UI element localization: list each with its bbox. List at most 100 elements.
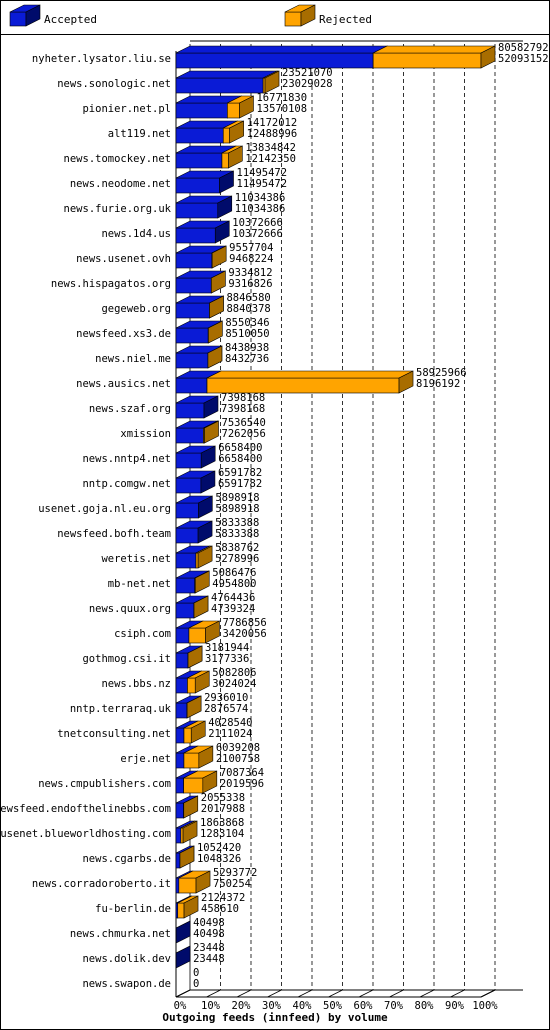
legend-rejected-swatch-side — [300, 4, 316, 27]
x-tick-mark-10 — [206, 989, 221, 998]
bar-rejected-21-side — [194, 570, 210, 594]
bar-rejected-10-side — [209, 295, 224, 319]
value-accepted-label-34: 458610 — [201, 903, 239, 915]
value-accepted-label-4: 12142350 — [245, 153, 296, 165]
category-label-33: news.corradoroberto.it — [32, 878, 171, 890]
category-label-26: nntp.terraraq.uk — [70, 703, 172, 715]
x-tick-mark-70 — [389, 989, 404, 998]
value-total-label-13: 58925966 — [416, 367, 467, 379]
x-tick-label-60: 60% — [354, 1000, 374, 1012]
value-accepted-label-21: 4954800 — [212, 578, 256, 590]
x-tick-label-100: 100% — [472, 1000, 498, 1012]
bar-rejected-27-front — [183, 727, 192, 744]
bar-rejected-11-side — [208, 320, 223, 344]
value-total-label-0: 80582792 — [498, 42, 549, 54]
bar-rejected-23-front — [188, 627, 206, 644]
value-total-label-17: 6591782 — [218, 467, 262, 479]
legend-rejected-swatch-front — [284, 11, 302, 27]
x-tick-label-0: 0% — [174, 1000, 187, 1012]
value-total-label-6: 11034386 — [235, 192, 286, 204]
x-tick-mark-0 — [175, 989, 191, 998]
bar-rejected-26-side — [186, 695, 202, 719]
value-accepted-label-17: 6591782 — [218, 478, 262, 490]
bar-rejected-24-side — [187, 645, 203, 669]
bar-rejected-29-side — [202, 770, 218, 794]
bar-accepted-15-front — [175, 427, 204, 444]
bar-rejected-33-side — [195, 870, 211, 894]
value-total-label-35: 40498 — [193, 917, 225, 929]
bar-accepted-24-front — [175, 652, 189, 669]
bar-rejected-4-side — [228, 145, 243, 169]
bar-accepted-26-front — [175, 702, 188, 719]
category-label-5: news.neodome.net — [70, 178, 171, 190]
value-accepted-label-2: 13570108 — [256, 103, 307, 115]
value-accepted-label-13: 8196192 — [416, 378, 460, 390]
category-label-1: news.sonologic.net — [57, 78, 171, 90]
bar-accepted-9-front — [175, 277, 212, 294]
category-label-22: news.quux.org — [89, 603, 171, 615]
x-tick-mark-80 — [419, 989, 435, 998]
value-accepted-label-37: 0 — [193, 978, 199, 990]
value-total-label-31: 1863868 — [200, 817, 244, 829]
value-accepted-label-22: 4739324 — [211, 603, 255, 615]
bar-rejected-13-side — [398, 370, 414, 394]
category-label-15: xmission — [120, 428, 171, 440]
value-total-label-18: 5898918 — [215, 492, 259, 504]
x-tick-label-20: 20% — [232, 1000, 252, 1012]
value-total-label-19: 5833388 — [215, 517, 259, 529]
bar-accepted-11-front — [175, 327, 209, 344]
bar-rejected-31-front — [180, 827, 184, 844]
bar-rejected-30-side — [183, 795, 199, 819]
bar-accepted-31-front — [175, 827, 182, 844]
category-label-28: erje.net — [120, 753, 171, 765]
value-total-label-11: 8550346 — [225, 317, 269, 329]
legend-accepted-label: Accepted — [44, 13, 97, 26]
value-accepted-label-32: 1048326 — [197, 853, 241, 865]
bar-rejected-25-front — [187, 677, 196, 694]
x-tick-label-80: 80% — [415, 1000, 435, 1012]
bar-rejected-27-side — [190, 720, 206, 744]
bar-accepted-16-front — [175, 452, 202, 469]
bar-rejected-22-side — [193, 595, 209, 619]
value-total-label-14: 7398168 — [221, 392, 265, 404]
bar-rejected-20-side — [197, 545, 213, 569]
category-label-37: news.swapon.de — [82, 978, 171, 990]
value-total-label-34: 2124372 — [201, 892, 245, 904]
value-accepted-label-12: 8432736 — [225, 353, 269, 365]
bar-rejected-2-front — [227, 102, 240, 119]
bar-accepted-2-front — [175, 102, 228, 119]
bar-accepted-10-front — [175, 302, 210, 319]
value-total-label-27: 4028540 — [208, 717, 252, 729]
bar-accepted-19-side — [197, 520, 213, 544]
bar-rejected-9-side — [211, 270, 226, 294]
value-accepted-label-29: 2019596 — [220, 778, 264, 790]
value-accepted-label-11: 8510050 — [225, 328, 269, 340]
bar-rejected-4-front — [221, 152, 229, 169]
category-label-34: fu-berlin.de — [95, 903, 171, 915]
value-total-label-12: 8438938 — [225, 342, 269, 354]
bar-rejected-15-side — [204, 420, 219, 444]
category-label-32: news.cgarbs.de — [82, 853, 171, 865]
bar-accepted-0-top — [175, 45, 388, 54]
bar-accepted-6-front — [175, 202, 219, 219]
category-label-9: news.hispagatos.org — [51, 278, 171, 290]
bar-rejected-34-side — [183, 895, 199, 919]
category-label-30: newsfeed.endofthelinebbs.com — [0, 803, 171, 815]
bar-rejected-0-side — [480, 45, 496, 69]
value-total-label-5: 11495472 — [237, 167, 288, 179]
x-tick-mark-50 — [328, 989, 343, 998]
bar-accepted-18-side — [198, 495, 213, 519]
category-label-19: newsfeed.bofh.team — [57, 528, 171, 540]
legend-rejected-label: Rejected — [319, 13, 372, 26]
value-accepted-label-6: 11034386 — [235, 203, 286, 215]
value-total-label-9: 9334812 — [228, 267, 272, 279]
legend-accepted-swatch-front — [9, 11, 27, 27]
bar-accepted-3-front — [175, 127, 224, 144]
x-tick-mark-90 — [450, 989, 465, 998]
category-label-12: news.niel.me — [95, 353, 171, 365]
bar-rejected-13-top — [206, 370, 414, 379]
bar-rejected-13-front — [206, 377, 400, 394]
value-total-label-32: 1052420 — [197, 842, 241, 854]
